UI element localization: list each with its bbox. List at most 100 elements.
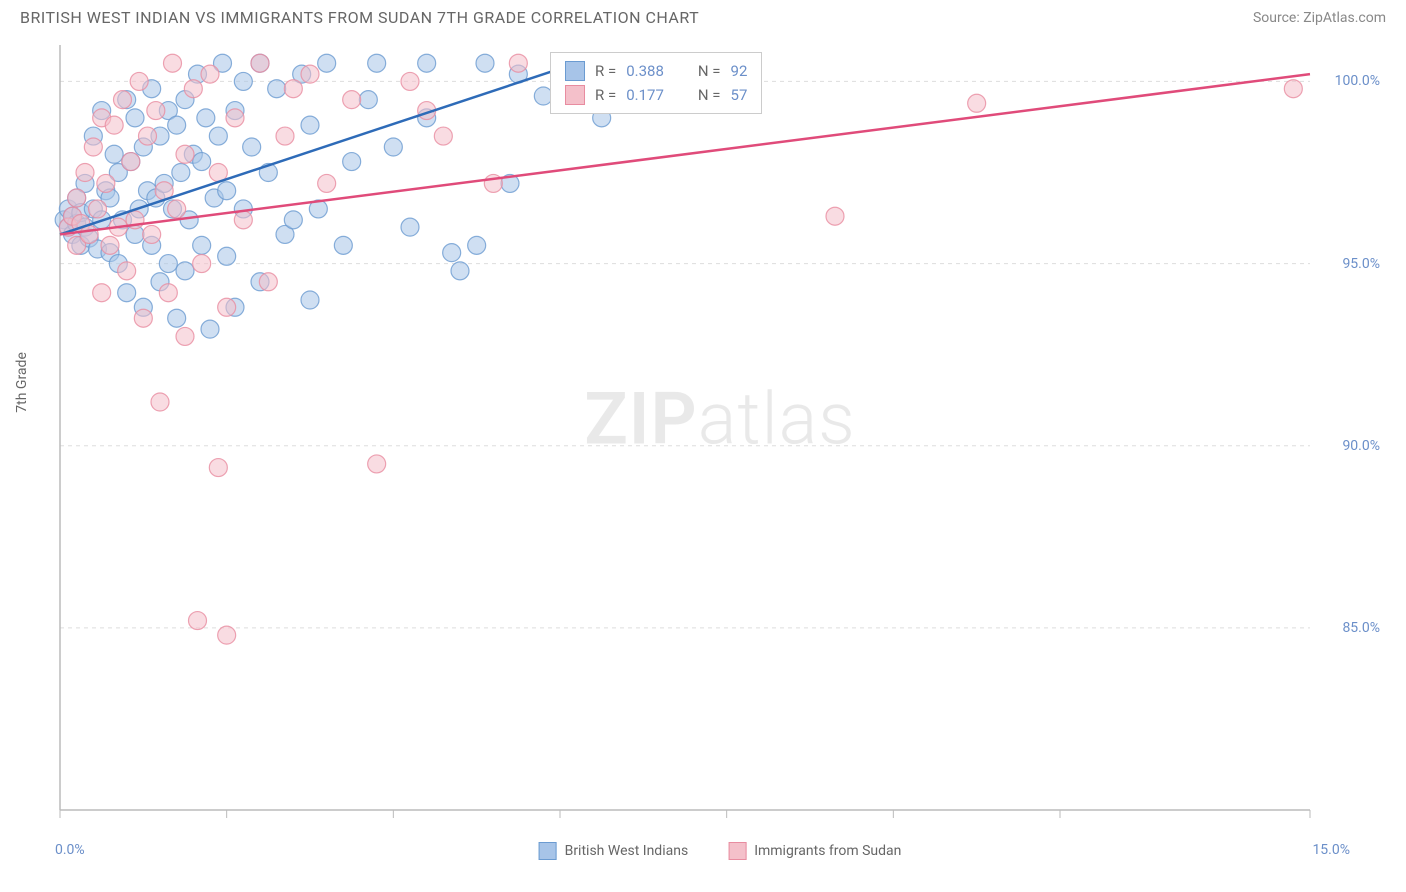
data-point [176,262,194,280]
chart-title: BRITISH WEST INDIAN VS IMMIGRANTS FROM S… [20,8,699,27]
data-point [218,626,236,644]
data-point [189,612,207,630]
data-point [151,393,169,411]
legend-label: British West Indians [565,843,689,859]
data-point [276,127,294,145]
data-point [134,309,152,327]
data-point [509,54,527,72]
data-point [89,200,107,218]
data-point [434,127,452,145]
chart-container: 7th Grade ZIPatlas R =0.388N =92R =0.177… [50,40,1390,830]
chart-header: BRITISH WEST INDIAN VS IMMIGRANTS FROM S… [0,0,1406,31]
y-tick-label: 85.0% [1342,620,1380,636]
data-point [193,153,211,171]
data-point [105,145,123,163]
data-point [401,72,419,90]
data-point [443,244,461,262]
data-point [268,80,286,98]
data-point [284,80,302,98]
y-axis-label: 7th Grade [14,352,30,413]
stats-row: R =0.177N =57 [565,83,747,107]
data-point [168,309,186,327]
data-point [301,291,319,309]
source-attribution: Source: ZipAtlas.com [1253,10,1386,26]
legend-item: British West Indians [539,842,689,860]
source-link[interactable]: ZipAtlas.com [1303,10,1386,26]
x-tick-label: 15.0% [1312,842,1350,858]
data-point [201,65,219,83]
data-point [384,138,402,156]
data-point [343,91,361,109]
data-point [139,127,157,145]
data-point [147,102,165,120]
stats-swatch-icon [565,85,585,105]
data-point [93,284,111,302]
r-value: 0.177 [626,86,664,104]
data-point [968,94,986,112]
data-point [105,116,123,134]
data-point [168,200,186,218]
y-tick-label: 90.0% [1342,438,1380,454]
data-point [101,236,119,254]
n-value: 57 [731,86,748,104]
data-point [176,145,194,163]
data-point [259,273,277,291]
data-point [234,211,252,229]
data-point [201,320,219,338]
stats-swatch-icon [565,61,585,81]
r-label: R = [595,62,616,80]
data-point [130,72,148,90]
data-point [76,164,94,182]
scatter-plot [50,40,1390,830]
data-point [168,116,186,134]
n-label: N = [698,62,721,80]
x-tick-label: 0.0% [55,842,85,858]
data-point [243,138,261,156]
r-label: R = [595,86,616,104]
data-point [826,207,844,225]
data-point [451,262,469,280]
data-point [418,54,436,72]
source-prefix: Source: [1253,10,1303,26]
data-point [301,65,319,83]
data-point [226,109,244,127]
data-point [184,80,202,98]
data-point [284,211,302,229]
legend-swatch-icon [539,842,557,860]
legend-item: Immigrants from Sudan [728,842,901,860]
data-point [301,116,319,134]
data-point [97,174,115,192]
data-point [159,284,177,302]
data-point [218,298,236,316]
data-point [143,225,161,243]
stats-row: R = 0.388 N = 92 [565,59,747,83]
data-point [193,255,211,273]
data-point [176,327,194,345]
data-point [318,174,336,192]
y-tick-label: 100.0% [1335,73,1380,89]
data-point [122,153,140,171]
data-point [209,459,227,477]
legend-swatch-icon [728,842,746,860]
data-point [159,255,177,273]
stats-legend-box: R =0.388N =92R =0.177N =57 [550,52,762,114]
data-point [251,54,269,72]
data-point [118,284,136,302]
data-point [234,72,252,90]
data-point [172,164,190,182]
data-point [468,236,486,254]
data-point [193,236,211,254]
bottom-legend: British West Indians Immigrants from Suda… [539,842,902,860]
data-point [359,91,377,109]
n-value: 92 [731,62,748,80]
r-value: 0.388 [626,62,664,80]
data-point [68,189,86,207]
data-point [164,54,182,72]
data-point [114,91,132,109]
data-point [401,218,419,236]
data-point [126,109,144,127]
data-point [343,153,361,171]
data-point [476,54,494,72]
data-point [368,455,386,473]
data-point [84,138,102,156]
